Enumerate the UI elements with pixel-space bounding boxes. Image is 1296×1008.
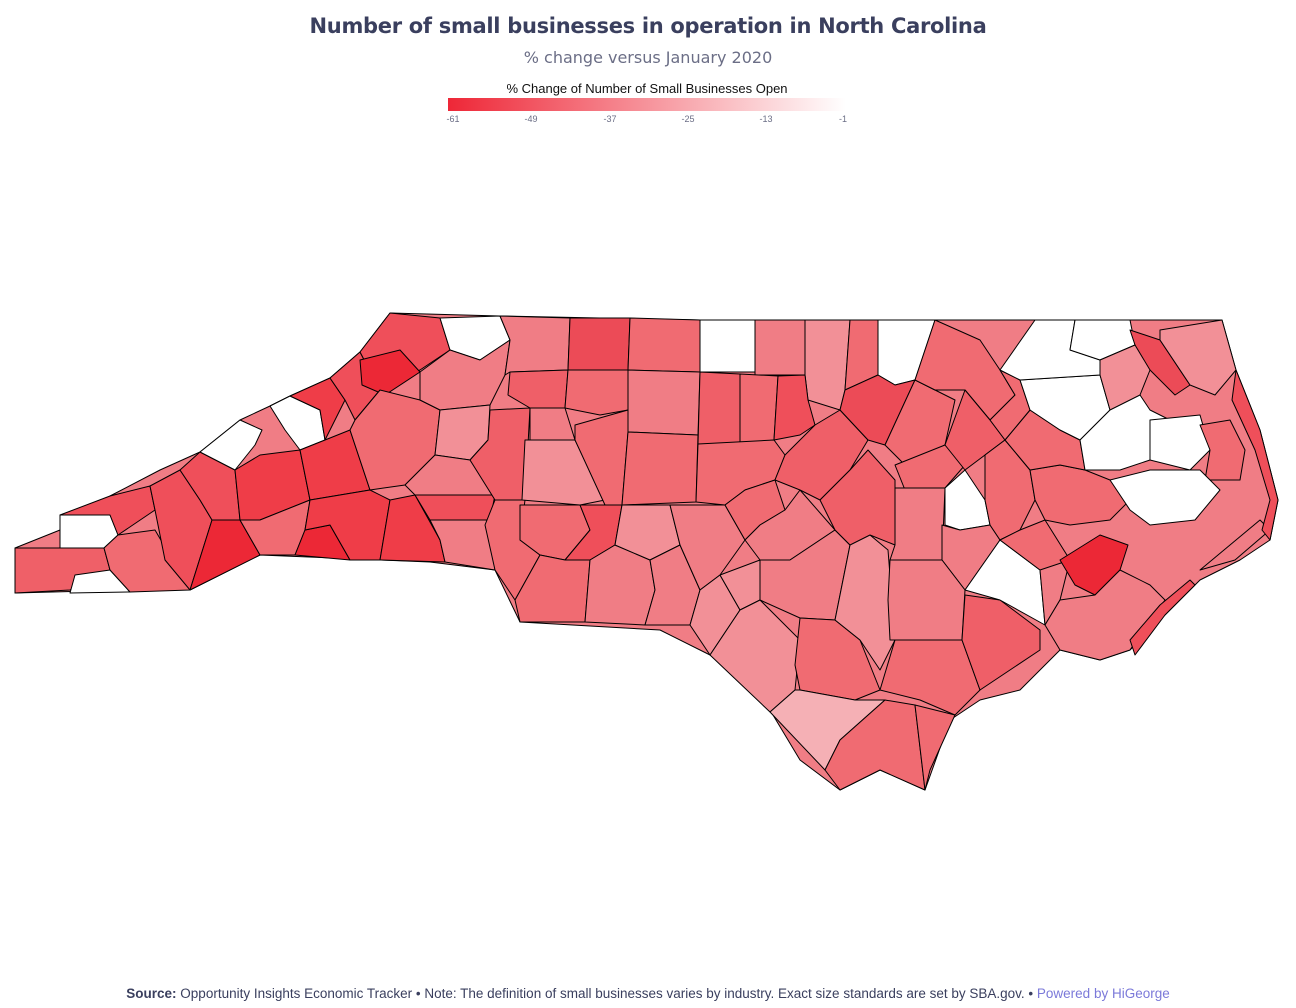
county [289, 377, 346, 441]
legend-tick: -13 [759, 114, 773, 124]
county [199, 419, 263, 471]
footer: Source: Opportunity Insights Economic Tr… [0, 986, 1296, 1001]
chart-title: Number of small businesses in operation … [309, 14, 987, 38]
county [754, 319, 806, 376]
legend-tick: -1 [838, 114, 847, 124]
county [699, 319, 756, 373]
county [961, 594, 1041, 691]
county [1129, 579, 1196, 656]
chart-subtitle: % change versus January 2020 [523, 48, 773, 67]
county [564, 369, 629, 416]
footer-source-text: Opportunity Insights Economic Tracker • … [180, 986, 1034, 1001]
county [359, 349, 421, 396]
legend-tick: -37 [603, 114, 617, 124]
county [627, 317, 701, 373]
county [834, 529, 896, 671]
county [914, 704, 956, 791]
county [1199, 419, 1246, 481]
county [739, 373, 779, 445]
county [894, 444, 966, 491]
county [621, 431, 699, 506]
county [697, 371, 741, 445]
county [379, 494, 446, 563]
county [429, 519, 496, 571]
north-carolina-county-map [14, 312, 1279, 791]
county [499, 315, 571, 376]
county [627, 369, 701, 436]
county [1159, 319, 1237, 396]
county [1109, 469, 1221, 526]
legend-ticks: -61 -49 -37 -25 -13 -1 [438, 114, 856, 126]
county [1149, 414, 1211, 471]
legend-title: % Change of Number of Small Businesses O… [506, 81, 788, 96]
footer-source-label: Source: [126, 986, 177, 1001]
county [1231, 369, 1279, 541]
county [889, 487, 946, 561]
legend-color-bar [448, 98, 846, 111]
powered-by-link[interactable]: Powered by HiGeorge [1036, 986, 1170, 1001]
legend-tick: -61 [446, 114, 460, 124]
county [521, 439, 606, 506]
county [567, 317, 631, 371]
legend-tick: -25 [681, 114, 695, 124]
county [839, 374, 916, 446]
legend-tick: -49 [524, 114, 538, 124]
